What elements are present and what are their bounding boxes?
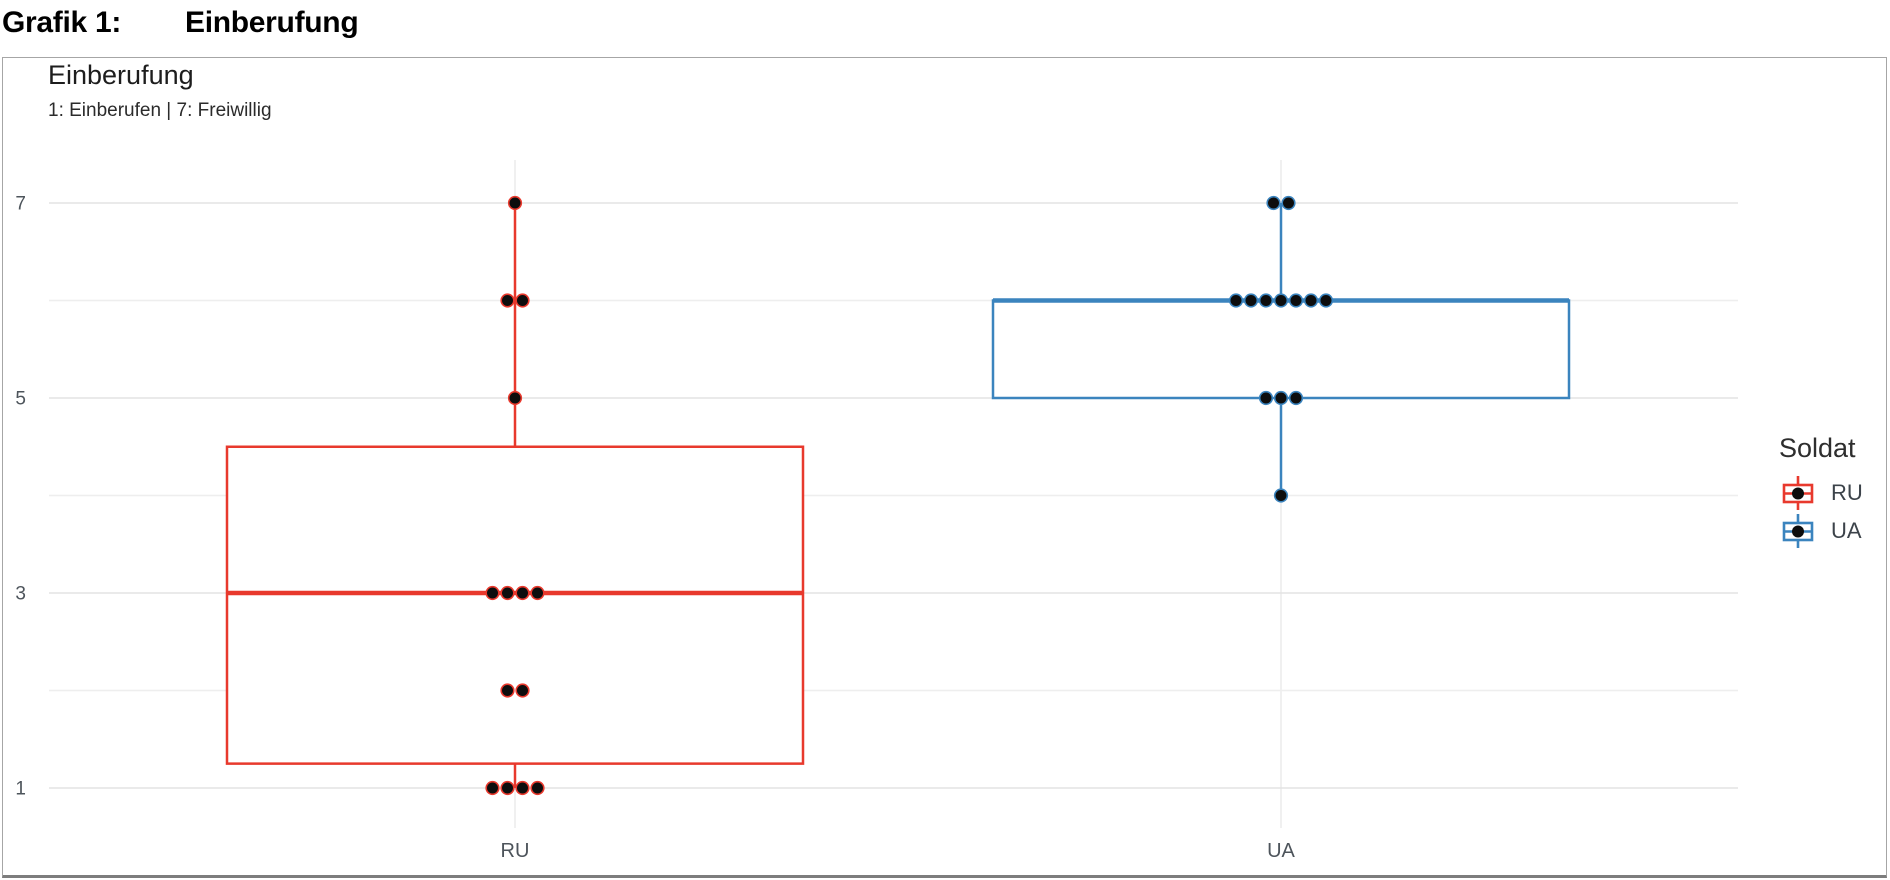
ru-data-point-1: [530, 780, 545, 796]
ru-data-point-2: [500, 683, 515, 698]
page-title: Grafik 1: Einberufung: [2, 6, 359, 40]
ua-data-point-6: [1303, 293, 1319, 308]
y-tick-label-7: 7: [15, 194, 26, 215]
chart-title: Einberufung: [48, 60, 194, 90]
legend-title: Soldat: [1779, 433, 1856, 463]
x-category-label-ru: RU: [501, 840, 530, 862]
legend-label-ru: RU: [1831, 480, 1863, 505]
legend-item-ua: UA: [1779, 512, 1863, 550]
ua-data-point-6: [1288, 293, 1304, 308]
ru-data-point-1: [485, 780, 500, 796]
ru-data-point-2: [515, 683, 530, 698]
chart-subtitle: 1: Einberufen | 7: Freiwillig: [48, 100, 272, 121]
ua-data-point-6: [1318, 293, 1334, 308]
legend-key-ru-boxplot-icon: [1782, 476, 1814, 510]
ru-data-point-6: [500, 293, 515, 308]
ua-data-point-6: [1228, 293, 1244, 308]
y-tick-label-1: 1: [15, 779, 26, 800]
ru-data-point-1: [515, 780, 530, 796]
legend: Soldat RU UA: [1779, 433, 1863, 550]
y-tick-label-3: 3: [15, 584, 26, 605]
ru-data-point-3: [500, 585, 515, 601]
ru-box: [225, 445, 805, 765]
ua-data-point-5: [1258, 390, 1274, 406]
ua-data-point-5: [1288, 390, 1304, 406]
page-title-text: Einberufung: [185, 6, 359, 39]
ru-data-point-6: [515, 293, 530, 308]
ua-data-point-5: [1273, 390, 1289, 406]
x-category-label-ua: UA: [1267, 840, 1295, 862]
ua-data-point-4: [1273, 488, 1289, 503]
legend-label-ua: UA: [1831, 518, 1862, 543]
ru-data-point-3: [485, 585, 500, 601]
ua-data-point-7: [1281, 195, 1296, 211]
page-title-label: Grafik 1:: [2, 6, 122, 39]
ru-data-point-3: [515, 585, 530, 601]
legend-key-ua-boxplot-icon: [1782, 514, 1814, 548]
legend-item-ru: RU: [1779, 474, 1863, 512]
ru-data-point-7: [507, 195, 523, 211]
ru-data-point-5: [507, 390, 523, 406]
ua-data-point-6: [1273, 293, 1289, 308]
ru-data-point-3: [530, 585, 545, 601]
ua-box: [991, 299, 1571, 400]
ua-data-point-7: [1266, 195, 1281, 211]
ua-data-point-6: [1243, 293, 1259, 308]
y-tick-label-5: 5: [15, 389, 26, 410]
ru-data-point-1: [500, 780, 515, 796]
ua-data-point-6: [1258, 293, 1274, 308]
